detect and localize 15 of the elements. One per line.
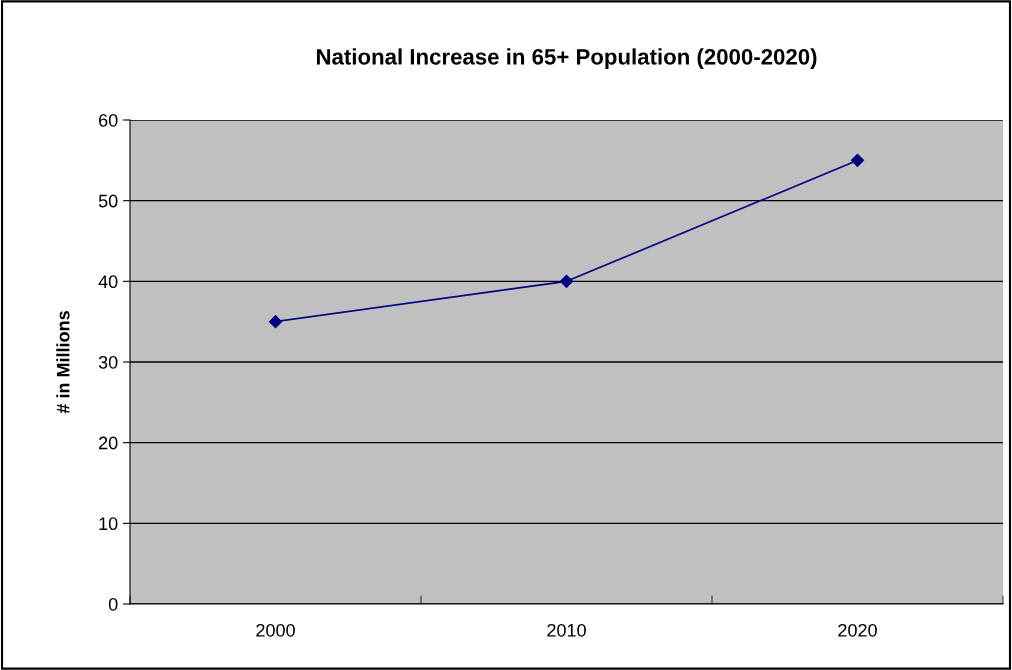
y-tick-label: 20 [99,436,118,450]
y-tick-label: 0 [108,597,118,611]
point [559,274,574,288]
x-tick-label: 2000 [256,623,295,637]
chart-title: National Increase in 65+ Population (2000-2020) [316,48,817,70]
point [850,153,865,167]
y-tick-label: 60 [99,113,118,127]
x-tick-label: 2020 [838,623,877,637]
x-tick-label: 2010 [547,623,586,637]
y-tick-label: 30 [98,355,118,369]
point [268,315,283,329]
y-axis-title: # in Millions [56,311,70,414]
y-tick-label: 40 [98,275,118,289]
y-tick-label: 50 [98,194,118,208]
y-tick-label: 10 [99,517,118,531]
